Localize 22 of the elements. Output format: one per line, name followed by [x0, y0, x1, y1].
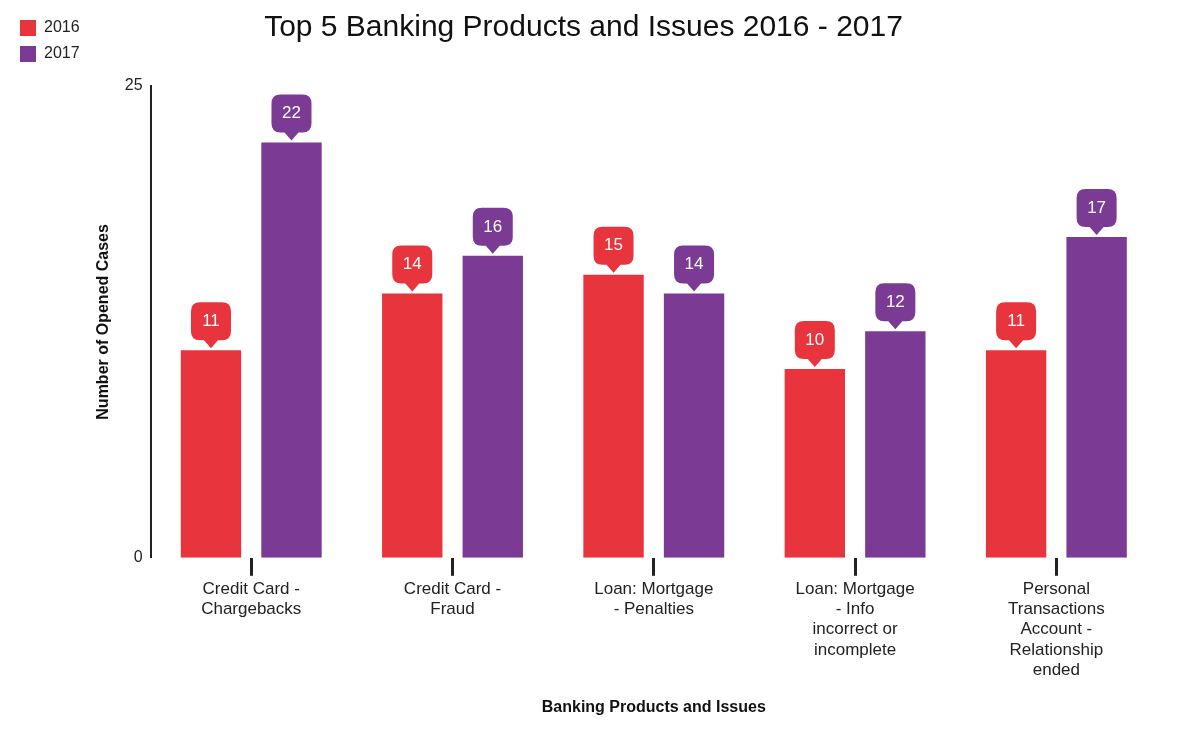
chart-title: Top 5 Banking Products and Issues 2016 - 2017 — [264, 9, 903, 43]
data-label: 22 — [282, 103, 301, 123]
y-tick-label: 25 — [124, 76, 143, 94]
x-tick-label: Credit Card - Fraud — [403, 578, 502, 619]
data-label: 16 — [483, 216, 503, 236]
legend-label: 2017 — [44, 44, 80, 62]
x-tick-label: Loan: Mortgage - Info incorrect or incomplete — [795, 578, 915, 659]
data-label: 15 — [604, 235, 623, 255]
x-tick-label: Personal Transactions Account - Relationship ended — [1008, 578, 1105, 680]
x-tick-label: Credit Card - Chargebacks — [201, 578, 302, 619]
y-tick-label: 0 — [133, 548, 143, 566]
y-axis-title: Number of Opened Cases — [93, 224, 111, 420]
data-label: 14 — [402, 254, 422, 274]
data-label: 11 — [202, 310, 220, 330]
data-label: 11 — [1007, 310, 1025, 330]
data-label: 10 — [805, 329, 825, 349]
legend-label: 2016 — [44, 18, 80, 36]
data-label: 14 — [684, 254, 704, 274]
x-tick-label: Loan: Mortgage - Penalties — [594, 578, 714, 619]
x-axis-title: Banking Products and Issues — [541, 697, 766, 715]
data-label: 17 — [1087, 197, 1107, 217]
data-label: 12 — [885, 292, 905, 312]
